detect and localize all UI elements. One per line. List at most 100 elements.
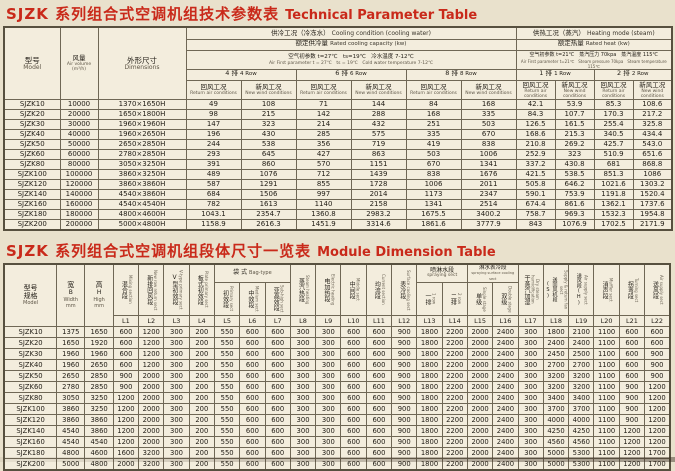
dimension-cell: 900 bbox=[392, 382, 417, 393]
L19-zh: 送风段(H) bbox=[575, 273, 582, 306]
dimension-cell: 2000 bbox=[467, 360, 492, 371]
dimensions-cell: 3050×3250H bbox=[98, 159, 186, 169]
capacity-cell: 430.8 bbox=[555, 159, 594, 169]
dimension-cell: 300 bbox=[164, 382, 189, 393]
width-cell: 1375 bbox=[57, 327, 85, 338]
rated-cooling-zh: 额定供冷量 bbox=[296, 39, 329, 47]
high-cell: 3860 bbox=[85, 415, 113, 426]
dimension-cell: 2100 bbox=[569, 327, 594, 338]
model-spec-zh2: 规格 bbox=[5, 292, 56, 300]
capacity-cell: 670 bbox=[461, 129, 516, 139]
dimension-cell: 200 bbox=[189, 426, 214, 437]
high-cell: 2850 bbox=[85, 371, 113, 382]
cooling-section-header: 供冷工况（冷冻水） Cooling condition (cooling wat… bbox=[186, 27, 516, 39]
dimension-cell: 2000 bbox=[467, 404, 492, 415]
L2-zh: 新排回风段 bbox=[145, 275, 152, 305]
L4-en: Plate primary sect bbox=[203, 271, 208, 308]
dimension-cell: 300 bbox=[316, 426, 341, 437]
dimension-cell: 550 bbox=[214, 360, 239, 371]
dimension-cell: 550 bbox=[214, 404, 239, 415]
dimension-cell: 600 bbox=[619, 349, 644, 360]
dimension-cell: 600 bbox=[341, 404, 366, 415]
dimension-cell: 900 bbox=[619, 382, 644, 393]
dimension-cell: 1200 bbox=[139, 349, 164, 360]
dimension-cell: 600 bbox=[113, 327, 138, 338]
width-cell: 4540 bbox=[57, 437, 85, 448]
capacity-cell: 98 bbox=[186, 109, 241, 119]
capacity-cell: 1861.6 bbox=[406, 219, 461, 230]
dimension-cell: 2200 bbox=[442, 393, 467, 404]
dimension-cell: 5000 bbox=[543, 459, 568, 471]
dimension-cell: 2200 bbox=[442, 437, 467, 448]
dimension-cell: 600 bbox=[240, 448, 265, 459]
dimensions-cell: 4540×4540H bbox=[98, 199, 186, 209]
dimension-cell: 1200 bbox=[113, 415, 138, 426]
dimension-cell: 300 bbox=[290, 371, 315, 382]
col-header-width: 宽 B Width mm bbox=[57, 264, 85, 327]
capacity-cell: 214 bbox=[296, 119, 351, 129]
L13-zh: 一排 bbox=[424, 293, 431, 305]
capacity-cell: 674.4 bbox=[516, 199, 555, 209]
dimension-cell: 1200 bbox=[645, 382, 670, 393]
rated-heat-zh: 额定热量 bbox=[558, 39, 584, 47]
capacity-cell: 323 bbox=[241, 119, 296, 129]
dimension-cell: 600 bbox=[265, 360, 290, 371]
capacity-cell: 144 bbox=[351, 99, 406, 109]
dimension-cell: 600 bbox=[240, 415, 265, 426]
dimension-cell: 600 bbox=[265, 404, 290, 415]
capacity-cell: 719 bbox=[351, 139, 406, 149]
capacity-cell: 293 bbox=[186, 149, 241, 159]
capacity-cell: 1728 bbox=[351, 179, 406, 189]
rated-heat-header: 额定热量 Rated heat (kw) bbox=[516, 39, 672, 50]
capacity-cell: 1006 bbox=[406, 179, 461, 189]
dimension-cell: 600 bbox=[619, 360, 644, 371]
L20-zh: 消声段 bbox=[601, 281, 608, 299]
air-volume-cell: 30000 bbox=[60, 119, 98, 129]
return-condition-header-en: Return air conditions bbox=[517, 89, 555, 99]
dimension-cell: 1200 bbox=[619, 459, 644, 471]
capacity-cell: 1532.3 bbox=[594, 209, 633, 219]
dimension-cell: 200 bbox=[189, 327, 214, 338]
dimension-cell: 1200 bbox=[645, 393, 670, 404]
capacity-cell: 325.8 bbox=[633, 119, 672, 129]
col-header-L18: 送回风机段(S)Supply & return fan sect bbox=[543, 264, 568, 316]
dimensions-cell: 2780×2850H bbox=[98, 149, 186, 159]
dimension-cell: 600 bbox=[265, 426, 290, 437]
dimension-cell: 600 bbox=[240, 371, 265, 382]
shower-group-header: 淋水表冷段 spraying surface cooling sect bbox=[467, 264, 518, 283]
width-b: B bbox=[57, 289, 84, 297]
capacity-cell: 782 bbox=[186, 199, 241, 209]
dimension-cell: 200 bbox=[189, 459, 214, 471]
capacity-cell: 510.9 bbox=[594, 149, 633, 159]
dimension-cell: 300 bbox=[518, 404, 543, 415]
dimension-cell: 4560 bbox=[543, 437, 568, 448]
L9-en: Electric heating bbox=[330, 274, 335, 305]
capacity-cell: 3314.6 bbox=[351, 219, 406, 230]
col-id-L11: L11 bbox=[366, 316, 391, 327]
dimension-cell: 2400 bbox=[493, 459, 518, 471]
capacity-cell: 538 bbox=[241, 139, 296, 149]
dimension-cell: 600 bbox=[366, 426, 391, 437]
capacity-cell: 684 bbox=[186, 189, 241, 199]
high-cell: 4800 bbox=[85, 459, 113, 471]
L8-zh: 蒸汽热段 bbox=[297, 278, 304, 302]
capacity-cell: 1613 bbox=[241, 199, 296, 209]
dimension-cell: 600 bbox=[113, 349, 138, 360]
L22-en: Air supply sect bbox=[659, 275, 664, 305]
capacity-cell: 851.3 bbox=[594, 169, 633, 179]
model-cell: SJZK50 bbox=[4, 139, 60, 149]
dimension-cell: 300 bbox=[518, 360, 543, 371]
L10-en: Middle sect bbox=[355, 278, 360, 301]
capacity-cell: 2983.2 bbox=[351, 209, 406, 219]
dimension-cell: 600 bbox=[341, 426, 366, 437]
